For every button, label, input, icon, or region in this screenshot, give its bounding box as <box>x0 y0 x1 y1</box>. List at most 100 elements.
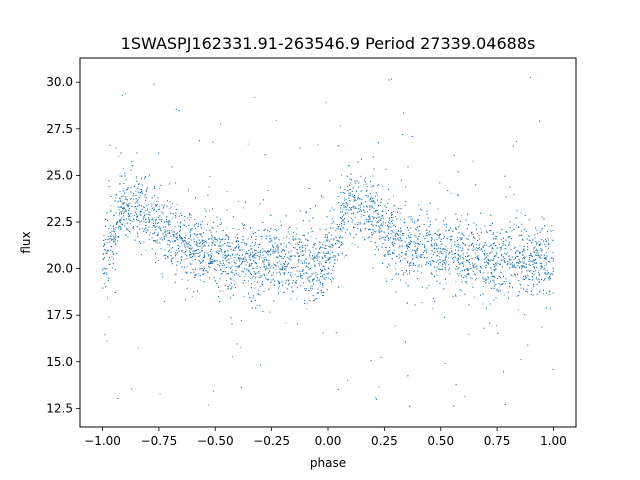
data-point <box>279 221 281 223</box>
data-point <box>482 303 484 305</box>
data-point <box>339 235 341 237</box>
data-point <box>415 229 417 231</box>
data-point <box>437 235 439 236</box>
data-point <box>135 190 137 192</box>
data-point <box>113 229 115 231</box>
data-point <box>289 243 291 244</box>
data-point <box>490 252 492 254</box>
data-point <box>133 198 135 200</box>
data-point <box>271 240 273 242</box>
data-point <box>254 287 256 289</box>
data-point <box>526 243 528 245</box>
data-point <box>214 268 216 270</box>
data-point <box>145 249 147 251</box>
data-point <box>246 259 247 261</box>
data-point <box>103 283 105 285</box>
data-point <box>393 231 395 233</box>
data-point <box>345 199 347 201</box>
data-point <box>143 216 145 218</box>
data-point <box>182 240 184 242</box>
data-point <box>508 237 510 239</box>
data-point <box>254 281 256 283</box>
data-point <box>245 274 247 276</box>
data-point <box>409 246 411 248</box>
data-point <box>331 276 333 278</box>
data-point <box>226 191 228 193</box>
data-point <box>313 273 315 275</box>
data-point <box>160 226 162 228</box>
data-point <box>552 230 554 231</box>
data-point <box>282 257 284 259</box>
data-point <box>487 271 489 273</box>
data-point <box>265 252 267 254</box>
data-point <box>360 214 362 215</box>
data-point <box>471 283 473 285</box>
data-point <box>462 249 464 251</box>
data-point <box>521 268 523 270</box>
data-point <box>294 237 296 239</box>
data-point <box>487 279 489 280</box>
data-point <box>370 207 372 209</box>
data-point <box>137 202 139 204</box>
data-point <box>404 272 406 274</box>
data-point <box>278 229 280 231</box>
data-point <box>544 272 546 274</box>
data-point <box>323 277 325 279</box>
data-point <box>298 255 300 257</box>
data-point <box>103 243 105 245</box>
data-point <box>375 397 377 398</box>
data-point <box>240 347 242 348</box>
data-point <box>492 248 494 250</box>
data-point <box>283 237 285 239</box>
data-point <box>496 288 498 290</box>
data-point <box>184 252 186 254</box>
data-point <box>136 176 138 178</box>
data-point <box>435 270 437 272</box>
data-point <box>313 257 315 259</box>
data-point <box>307 303 309 305</box>
data-point <box>157 234 159 236</box>
data-point <box>238 265 240 266</box>
data-point <box>109 263 111 265</box>
data-point <box>130 199 131 201</box>
data-point <box>443 251 445 252</box>
data-point <box>228 253 230 255</box>
data-point <box>299 248 301 250</box>
data-point <box>542 293 544 295</box>
data-point <box>521 268 522 270</box>
data-point <box>344 189 346 191</box>
data-point <box>123 219 125 221</box>
data-point <box>349 191 351 193</box>
data-point <box>132 218 134 220</box>
data-point <box>150 210 152 212</box>
data-point <box>275 268 277 270</box>
data-point <box>354 244 356 245</box>
data-point <box>208 209 210 211</box>
data-point <box>378 225 380 227</box>
data-point <box>254 97 256 99</box>
data-point <box>451 235 453 237</box>
data-point <box>316 257 318 259</box>
data-point <box>287 256 288 258</box>
data-point <box>377 221 379 223</box>
data-point <box>133 218 135 220</box>
data-point <box>294 274 296 276</box>
data-point <box>540 242 541 244</box>
data-point <box>366 195 368 196</box>
data-point <box>285 244 287 246</box>
data-point <box>403 218 405 220</box>
data-point <box>176 269 178 271</box>
data-point <box>177 222 179 223</box>
data-point <box>217 249 219 251</box>
data-point <box>225 257 227 259</box>
data-point <box>461 215 463 217</box>
data-point <box>113 253 114 254</box>
data-points <box>102 77 554 407</box>
data-point <box>479 243 481 245</box>
data-point <box>520 212 522 214</box>
data-point <box>384 225 386 226</box>
data-point <box>330 250 332 252</box>
data-point <box>229 278 231 279</box>
data-point <box>526 275 528 276</box>
